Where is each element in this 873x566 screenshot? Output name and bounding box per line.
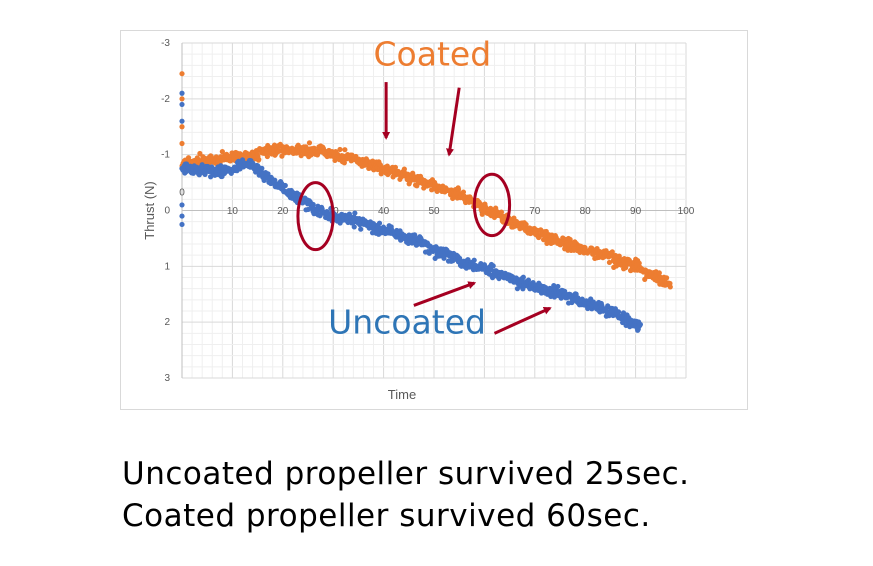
series-uncoated — [179, 90, 644, 333]
data-point-coated — [663, 275, 670, 281]
annotation-label-uncoated: Uncoated — [328, 302, 486, 341]
annotation-arrow — [413, 281, 477, 307]
data-point-coated — [179, 140, 185, 147]
y-tick-label: 2 — [164, 317, 170, 328]
data-point-coated — [523, 221, 529, 228]
data-point-uncoated — [317, 213, 323, 219]
x-tick-label: 10 — [227, 206, 239, 217]
series-coated — [179, 71, 673, 290]
data-point-uncoated — [347, 214, 353, 220]
thrust-chart: 1020304050607080901000-3-2-10123TimeThru… — [142, 34, 695, 402]
highlight-circle — [296, 181, 335, 252]
data-point-coated — [392, 164, 399, 170]
data-point-uncoated — [272, 177, 278, 183]
x-tick-label: 100 — [678, 206, 695, 217]
chart-frame: 1020304050607080901000-3-2-10123TimeThru… — [120, 30, 748, 410]
data-point-uncoated — [551, 283, 557, 289]
annotation-arrow — [493, 306, 552, 335]
data-point-coated — [401, 166, 407, 172]
data-point-uncoated — [457, 255, 463, 261]
y-tick-label: 3 — [164, 373, 170, 384]
data-point-coated — [179, 71, 185, 77]
data-point-coated — [219, 149, 225, 155]
data-point-uncoated — [259, 165, 265, 171]
y-tick-label: -2 — [161, 94, 170, 105]
data-point-coated — [460, 189, 467, 195]
caption-coated: Coated propeller survived 60sec. — [122, 498, 651, 534]
data-point-coated — [667, 284, 673, 290]
data-point-uncoated — [376, 220, 383, 226]
data-point-uncoated — [199, 162, 205, 168]
data-point-uncoated — [520, 274, 526, 280]
annotation-arrow — [446, 87, 461, 157]
data-point-coated — [606, 259, 613, 266]
x-tick-label: 40 — [378, 206, 390, 217]
data-point-uncoated — [179, 221, 185, 228]
x-axis-title: Time — [388, 387, 416, 402]
data-point-coated — [616, 253, 622, 259]
data-point-coated — [498, 209, 505, 215]
y-axis-title: Thrust (N) — [142, 181, 157, 240]
data-point-uncoated — [358, 226, 364, 232]
data-point-uncoated — [490, 263, 496, 269]
data-point-coated — [656, 270, 662, 276]
data-point-uncoated — [179, 118, 185, 124]
data-point-uncoated — [179, 90, 185, 96]
data-point-coated — [256, 156, 262, 163]
caption-uncoated: Uncoated propeller survived 25sec. — [122, 456, 690, 492]
y-tick-label: 0 — [164, 206, 170, 217]
data-point-uncoated — [179, 213, 185, 219]
data-point-coated — [636, 260, 642, 266]
data-point-coated — [337, 146, 343, 153]
data-point-uncoated — [351, 224, 357, 230]
y-tick-label: 1 — [164, 261, 170, 272]
data-point-uncoated — [555, 283, 561, 290]
data-point-uncoated — [265, 171, 271, 177]
data-point-uncoated — [412, 232, 418, 238]
data-point-uncoated — [352, 210, 358, 216]
data-point-uncoated — [615, 309, 622, 315]
data-point-coated — [179, 96, 185, 102]
data-point-coated — [342, 147, 348, 153]
data-point-uncoated — [179, 101, 185, 108]
data-point-uncoated — [282, 182, 288, 189]
highlight-circle — [472, 172, 512, 238]
data-point-coated — [341, 160, 347, 166]
data-point-coated — [609, 249, 615, 255]
data-point-uncoated — [471, 257, 477, 263]
y-tick-label: -3 — [161, 38, 170, 49]
data-point-coated — [306, 140, 313, 146]
data-point-coated — [179, 124, 185, 130]
x-tick-label: 50 — [428, 206, 440, 217]
x-tick-label: 80 — [580, 206, 592, 217]
x-tick-label: 20 — [277, 206, 289, 217]
x-tick-label: 0 — [179, 188, 185, 199]
data-point-uncoated — [310, 201, 316, 208]
x-tick-label: 90 — [630, 206, 642, 217]
annotation-label-coated: Coated — [374, 34, 492, 73]
y-tick-label: -1 — [161, 150, 170, 161]
x-tick-label: 70 — [529, 206, 541, 217]
data-point-uncoated — [179, 202, 185, 208]
data-point-uncoated — [637, 321, 644, 328]
